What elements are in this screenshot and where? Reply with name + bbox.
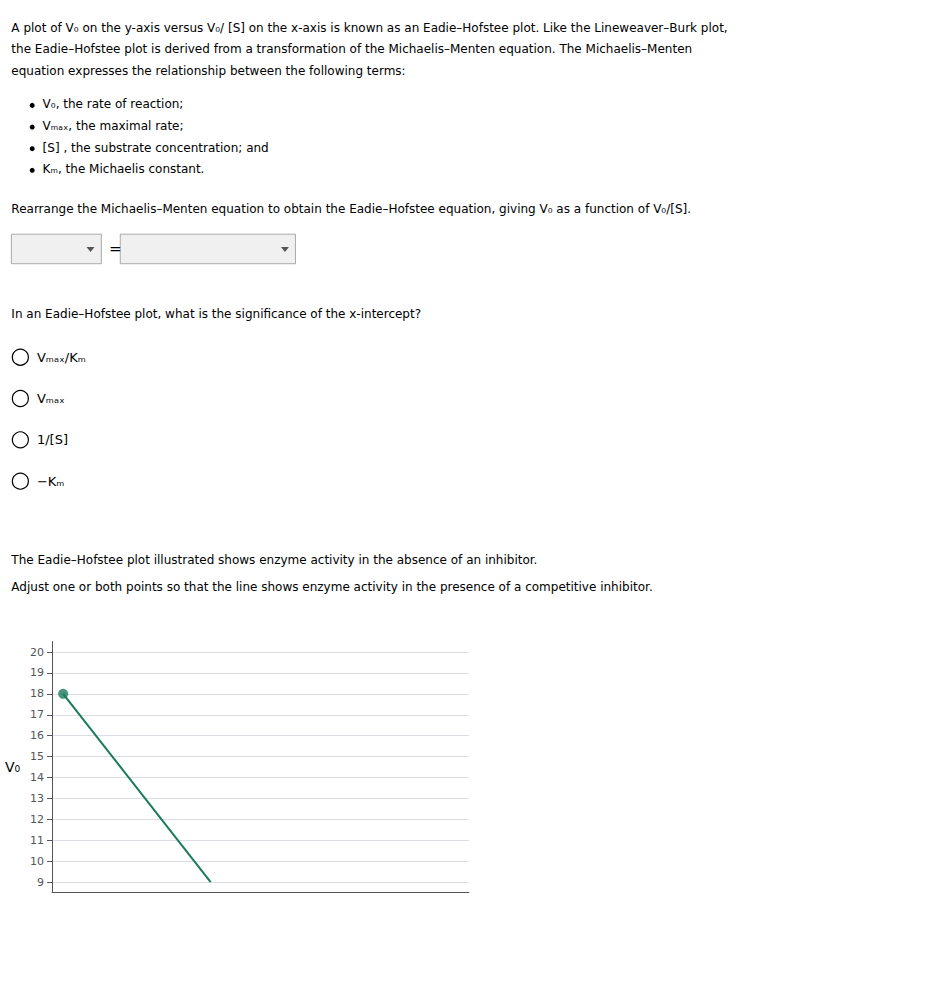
svg-text:V₀, the rate of reaction;: V₀, the rate of reaction; xyxy=(43,97,184,111)
svg-text:Rearrange the Michaelis–Menten: Rearrange the Michaelis–Menten equation … xyxy=(11,202,691,216)
svg-text:Vₘₐₓ: Vₘₐₓ xyxy=(37,391,65,406)
svg-text:15: 15 xyxy=(30,750,44,763)
svg-text:13: 13 xyxy=(30,792,44,805)
svg-text:the Eadie–Hofstee plot is deri: the Eadie–Hofstee plot is derived from a… xyxy=(11,42,692,56)
svg-text:Adjust one or both points so t: Adjust one or both points so that the li… xyxy=(11,580,652,594)
svg-text:12: 12 xyxy=(30,813,44,826)
svg-text:A plot of V₀ on the y-axis ver: A plot of V₀ on the y-axis versus V₀/ [S… xyxy=(11,21,727,35)
svg-text:V₀: V₀ xyxy=(5,759,21,775)
svg-text:16: 16 xyxy=(30,729,44,742)
svg-text:Vₘₐₓ/Kₘ: Vₘₐₓ/Kₘ xyxy=(37,350,86,365)
svg-text:Vₘₐₓ, the maximal rate;: Vₘₐₓ, the maximal rate; xyxy=(43,119,184,133)
svg-text:10: 10 xyxy=(30,855,44,868)
svg-text:In an Eadie–Hofstee plot, what: In an Eadie–Hofstee plot, what is the si… xyxy=(11,307,421,321)
svg-text:20: 20 xyxy=(30,646,44,659)
svg-text:14: 14 xyxy=(30,771,44,784)
svg-text:11: 11 xyxy=(30,834,44,847)
svg-text:Kₘ, the Michaelis constant.: Kₘ, the Michaelis constant. xyxy=(43,162,205,176)
svg-text:equation expresses the relatio: equation expresses the relationship betw… xyxy=(11,64,405,78)
svg-text:1/[S]: 1/[S] xyxy=(37,432,68,447)
svg-text:19: 19 xyxy=(30,666,44,679)
svg-text:18: 18 xyxy=(30,687,44,700)
svg-text:9: 9 xyxy=(37,876,44,889)
svg-text:=: = xyxy=(109,240,122,258)
svg-text:The Eadie–Hofstee plot illustr: The Eadie–Hofstee plot illustrated shows… xyxy=(10,553,537,567)
svg-text:17: 17 xyxy=(30,708,44,721)
svg-text:−Kₘ: −Kₘ xyxy=(37,474,65,489)
svg-text:[S] , the substrate concentrat: [S] , the substrate concentration; and xyxy=(43,141,269,155)
